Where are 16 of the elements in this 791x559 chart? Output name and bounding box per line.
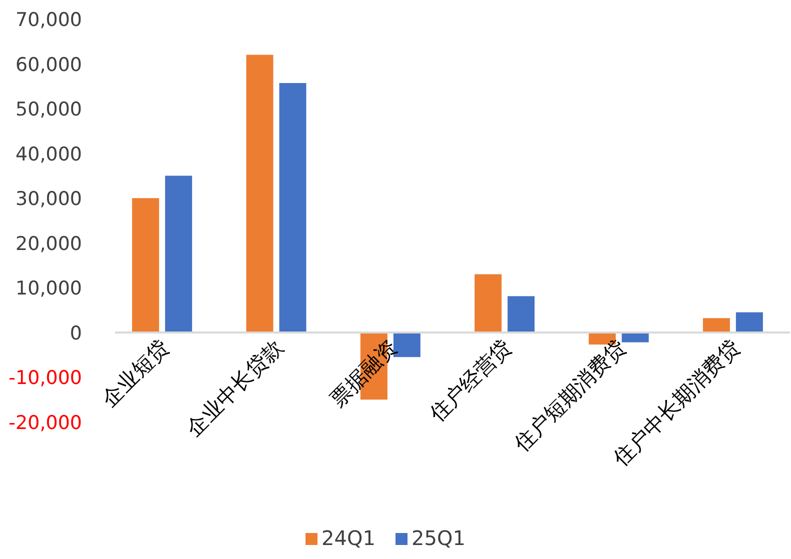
y-tick-label: 40,000 xyxy=(16,143,82,166)
y-tick-label: 20,000 xyxy=(16,232,82,255)
y-tick-label: 10,000 xyxy=(16,278,82,300)
y-tick-label: 60,000 xyxy=(16,54,82,76)
x-tick-label: 住户经营贷 xyxy=(424,335,516,427)
y-tick-label: -20,000 xyxy=(8,412,82,434)
y-tick-label: 70,000 xyxy=(16,9,82,31)
y-tick-label: 0 xyxy=(70,322,82,344)
x-tick-label: 票据融资 xyxy=(326,335,402,412)
x-tick-label: 企业中长贷款 xyxy=(182,335,288,442)
y-tick-label: 50,000 xyxy=(16,98,82,121)
legend-label: 25Q1 xyxy=(412,526,466,550)
y-tick-label: 30,000 xyxy=(16,188,82,210)
legend-label: 24Q1 xyxy=(322,526,376,550)
y-tick-label: -10,000 xyxy=(8,367,82,390)
x-tick-label: 企业短贷 xyxy=(97,335,174,412)
